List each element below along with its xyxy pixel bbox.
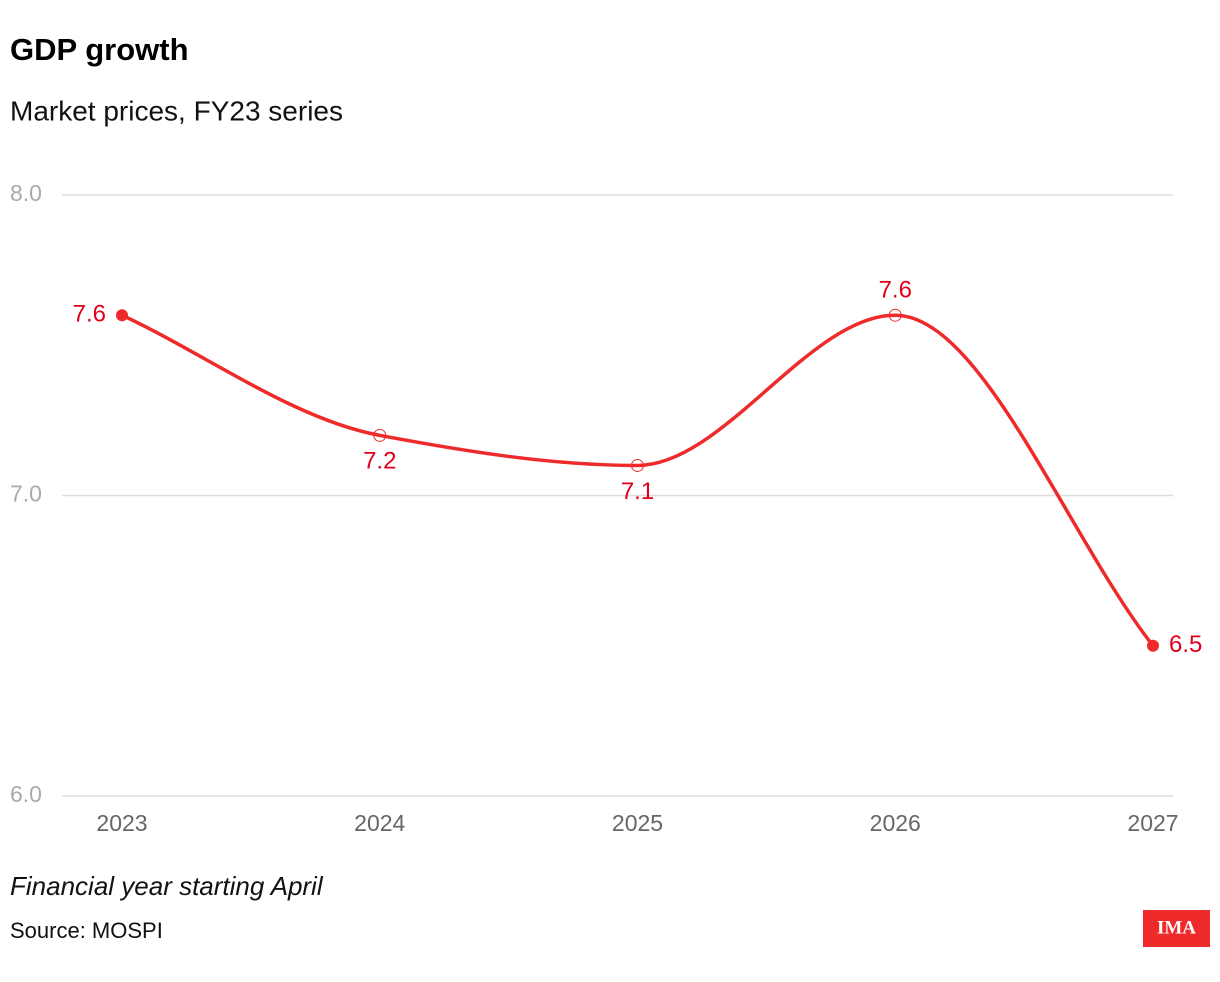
point [1147, 639, 1159, 652]
x-tick-label: 2027 [1127, 810, 1178, 836]
note: Financial year starting April [10, 871, 324, 901]
data-label: 7.1 [621, 478, 654, 505]
point [116, 309, 128, 322]
chart-title: GDP growth [10, 32, 189, 67]
data-label: 7.6 [73, 301, 106, 328]
x-tick-label: 2024 [354, 810, 405, 836]
x-tick-label: 2026 [870, 810, 921, 836]
line [121, 313, 1155, 647]
point [888, 308, 902, 322]
data-label: 6.5 [1169, 631, 1202, 658]
logo: IMA [1157, 917, 1196, 938]
x-tick-label: 2025 [612, 810, 663, 836]
x-tick-label: 2023 [96, 810, 147, 836]
point [631, 458, 644, 472]
chart-subtitle: Market prices, FY23 series [10, 95, 343, 126]
point [373, 428, 387, 442]
source: Source: MOSPI [10, 918, 163, 943]
data-label: 7.6 [879, 277, 912, 304]
data-label: 7.2 [363, 448, 396, 475]
y-tick-label: 6.0 [10, 781, 42, 807]
y-tick-label: 8.0 [10, 180, 42, 206]
logo-box [1143, 910, 1210, 947]
y-tick-label: 7.0 [10, 481, 42, 507]
